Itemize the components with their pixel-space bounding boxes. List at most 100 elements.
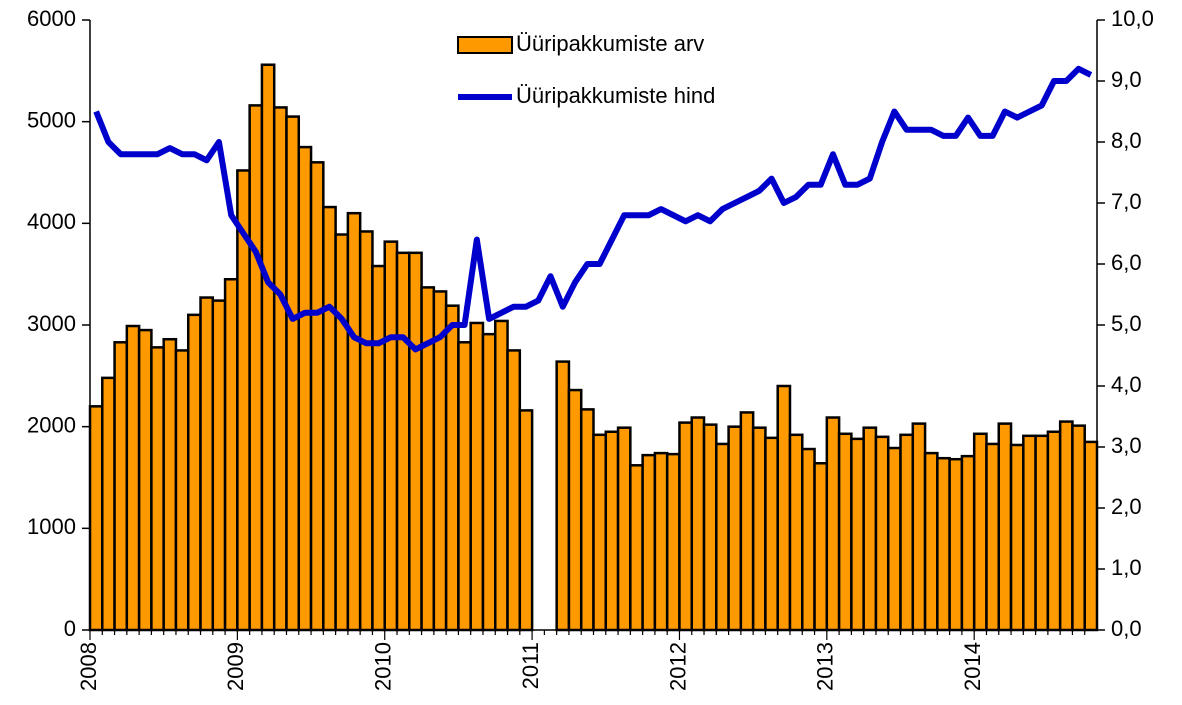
x-tick-label: 2008 <box>76 642 101 691</box>
bar <box>837 432 853 632</box>
y2-tick-label: 5,0 <box>1111 311 1142 336</box>
bar <box>567 388 583 632</box>
bar <box>211 299 227 632</box>
y-tick-label: 5000 <box>27 107 76 132</box>
bar <box>186 313 202 632</box>
bar <box>690 416 706 632</box>
y2-tick-label: 10,0 <box>1111 6 1154 31</box>
bar <box>1046 430 1062 632</box>
y2-tick-label: 7,0 <box>1111 189 1142 214</box>
bar <box>555 360 571 632</box>
bar <box>629 464 644 632</box>
bar <box>825 416 841 632</box>
bar <box>285 115 301 632</box>
bar <box>322 205 337 632</box>
bar <box>113 341 129 632</box>
y2-tick-label: 0,0 <box>1111 616 1142 641</box>
y-tick-label: 3000 <box>27 311 76 336</box>
bar <box>850 437 865 632</box>
bar <box>813 462 829 632</box>
bar <box>616 426 632 632</box>
bar <box>776 384 792 632</box>
y2-tick-label: 3,0 <box>1111 433 1142 458</box>
x-tick-label: 2013 <box>813 642 838 691</box>
legend-label: Üüripakkumiste arv <box>516 31 704 56</box>
bar <box>960 454 976 632</box>
bar <box>592 433 608 632</box>
bar <box>494 319 509 632</box>
bar <box>469 321 485 632</box>
bar <box>801 447 816 632</box>
bar <box>1022 434 1037 632</box>
bar <box>88 405 104 632</box>
line <box>93 65 1093 353</box>
x-tick-label: 2010 <box>371 642 396 691</box>
y-tick-label: 2000 <box>27 412 76 437</box>
bar <box>948 457 964 632</box>
bar <box>260 63 276 632</box>
bar <box>678 421 693 632</box>
bar <box>997 422 1013 632</box>
bar <box>665 452 681 632</box>
bar <box>985 442 1001 632</box>
y-tick-label: 4000 <box>27 209 76 234</box>
x-tick-label: 2012 <box>665 642 690 691</box>
bar <box>383 240 399 632</box>
bar <box>297 145 313 632</box>
y-tick-label: 6000 <box>27 6 76 31</box>
bar <box>223 278 239 632</box>
bar <box>1083 440 1099 632</box>
bar <box>936 456 951 632</box>
bar <box>862 426 878 632</box>
bar <box>506 349 522 632</box>
bar <box>788 433 804 632</box>
bar <box>604 430 620 632</box>
bar <box>764 436 779 632</box>
bar <box>408 251 423 632</box>
x-tick-label: 2014 <box>960 642 985 691</box>
bar <box>358 230 374 632</box>
bar <box>727 425 743 632</box>
bar <box>874 435 890 632</box>
bar <box>481 332 497 632</box>
y2-tick-label: 9,0 <box>1111 67 1142 92</box>
bar <box>886 446 902 632</box>
bar <box>972 432 988 632</box>
bar <box>125 324 141 632</box>
bar <box>334 233 350 632</box>
bar <box>444 304 460 632</box>
y-tick-label: 0 <box>64 616 76 641</box>
bar <box>346 211 362 632</box>
bar <box>1034 434 1050 632</box>
x-tick-label: 2011 <box>518 642 543 689</box>
bar <box>395 251 411 632</box>
bar <box>702 423 718 632</box>
bar <box>309 161 325 632</box>
bar <box>641 453 657 632</box>
bar <box>739 411 755 632</box>
legend-swatch <box>457 36 513 54</box>
bar <box>1009 443 1025 632</box>
y2-tick-label: 1,0 <box>1111 555 1142 580</box>
bar <box>101 376 116 632</box>
bar <box>137 328 153 632</box>
bar <box>174 349 190 632</box>
bar <box>1071 424 1086 632</box>
legend-label: Üüripakkumiste hind <box>516 83 715 108</box>
bar <box>911 422 927 632</box>
bar <box>150 346 165 632</box>
bar <box>579 408 595 632</box>
bar <box>899 433 915 632</box>
bar <box>653 451 669 632</box>
x-tick-label: 2009 <box>223 642 248 691</box>
bar <box>518 409 534 632</box>
y2-tick-label: 8,0 <box>1111 128 1142 153</box>
y-tick-label: 1000 <box>27 514 76 539</box>
bar <box>457 341 472 632</box>
bar <box>162 337 178 632</box>
y2-tick-label: 6,0 <box>1111 250 1142 275</box>
y2-tick-label: 4,0 <box>1111 372 1142 397</box>
bar <box>371 264 386 632</box>
